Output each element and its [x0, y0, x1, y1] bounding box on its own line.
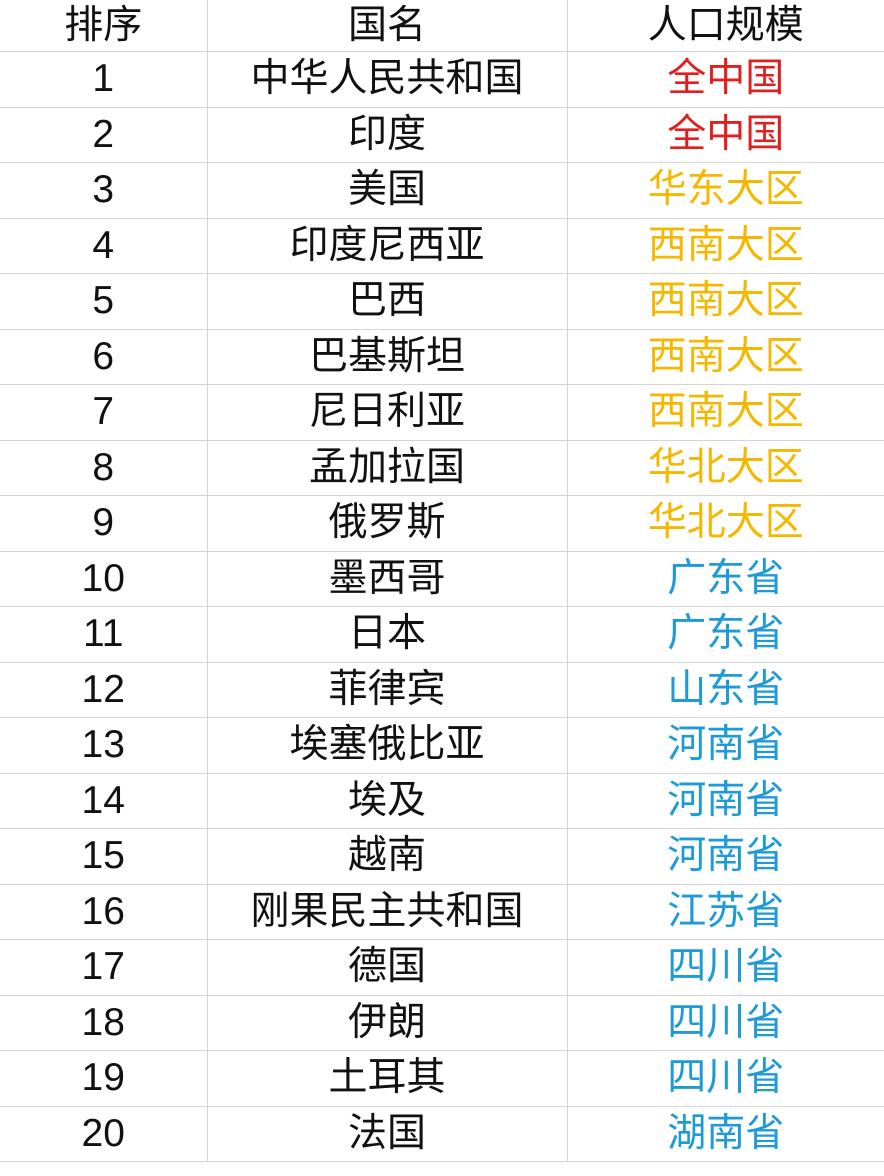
table-row: 1 中华人民共和国 全中国 [0, 51, 884, 108]
scale-cell[interactable]: 四川省 [567, 939, 884, 996]
country-cell[interactable]: 法国 [207, 1106, 568, 1162]
table-row: 2 印度 全中国 [0, 107, 884, 163]
table-row: 8 孟加拉国 华北大区 [0, 440, 884, 496]
table-row: 11 日本 广东省 [0, 606, 884, 663]
rank-cell[interactable]: 3 [0, 162, 208, 219]
rank-cell[interactable]: 4 [0, 218, 208, 274]
rank-cell[interactable]: 16 [0, 884, 208, 940]
scale-cell[interactable]: 湖南省 [567, 1106, 884, 1162]
rank-cell[interactable]: 7 [0, 384, 208, 441]
country-cell[interactable]: 印度尼西亚 [207, 218, 568, 274]
country-cell[interactable]: 俄罗斯 [207, 495, 568, 552]
rank-cell[interactable]: 15 [0, 828, 208, 885]
scale-cell[interactable]: 西南大区 [567, 218, 884, 274]
country-cell[interactable]: 巴基斯坦 [207, 329, 568, 385]
scale-cell[interactable]: 四川省 [567, 995, 884, 1051]
rank-cell[interactable]: 12 [0, 662, 208, 718]
scale-cell[interactable]: 全中国 [567, 51, 884, 108]
country-cell[interactable]: 孟加拉国 [207, 440, 568, 496]
table-row: 16 刚果民主共和国 江苏省 [0, 884, 884, 940]
country-cell[interactable]: 美国 [207, 162, 568, 219]
scale-cell[interactable]: 山东省 [567, 662, 884, 718]
country-cell[interactable]: 埃塞俄比亚 [207, 717, 568, 774]
country-cell[interactable]: 刚果民主共和国 [207, 884, 568, 940]
rank-cell[interactable]: 17 [0, 939, 208, 996]
country-cell[interactable]: 德国 [207, 939, 568, 996]
table-row: 3 美国 华东大区 [0, 162, 884, 219]
scale-cell[interactable]: 华北大区 [567, 495, 884, 552]
country-cell[interactable]: 埃及 [207, 773, 568, 829]
scale-cell[interactable]: 华东大区 [567, 162, 884, 219]
rank-cell[interactable]: 20 [0, 1106, 208, 1162]
rank-cell[interactable]: 2 [0, 107, 208, 163]
country-cell[interactable]: 越南 [207, 828, 568, 885]
rank-cell[interactable]: 8 [0, 440, 208, 496]
table-row: 7 尼日利亚 西南大区 [0, 384, 884, 441]
table-row: 9 俄罗斯 华北大区 [0, 495, 884, 552]
rank-cell[interactable]: 5 [0, 273, 208, 330]
country-cell[interactable]: 印度 [207, 107, 568, 163]
scale-cell[interactable]: 四川省 [567, 1050, 884, 1107]
table-row: 15 越南 河南省 [0, 828, 884, 885]
country-cell[interactable]: 尼日利亚 [207, 384, 568, 441]
scale-cell[interactable]: 西南大区 [567, 384, 884, 441]
country-cell[interactable]: 伊朗 [207, 995, 568, 1051]
country-cell[interactable]: 巴西 [207, 273, 568, 330]
scale-cell[interactable]: 河南省 [567, 828, 884, 885]
scale-cell[interactable]: 西南大区 [567, 273, 884, 330]
header-row: 排序 国名 人口规模 [0, 0, 884, 52]
rank-cell[interactable]: 11 [0, 606, 208, 663]
scale-cell[interactable]: 江苏省 [567, 884, 884, 940]
rank-cell[interactable]: 10 [0, 551, 208, 607]
scale-cell[interactable]: 华北大区 [567, 440, 884, 496]
header-scale[interactable]: 人口规模 [567, 0, 884, 52]
table-row: 20 法国 湖南省 [0, 1106, 884, 1162]
rank-cell[interactable]: 6 [0, 329, 208, 385]
table-row: 17 德国 四川省 [0, 939, 884, 996]
header-country[interactable]: 国名 [207, 0, 568, 52]
rank-cell[interactable]: 9 [0, 495, 208, 552]
rank-cell[interactable]: 14 [0, 773, 208, 829]
scale-cell[interactable]: 河南省 [567, 717, 884, 774]
scale-cell[interactable]: 西南大区 [567, 329, 884, 385]
table-row: 10 墨西哥 广东省 [0, 551, 884, 607]
table-row: 13 埃塞俄比亚 河南省 [0, 717, 884, 774]
rank-cell[interactable]: 19 [0, 1050, 208, 1107]
table-row: 12 菲律宾 山东省 [0, 662, 884, 718]
scale-cell[interactable]: 河南省 [567, 773, 884, 829]
table-row: 14 埃及 河南省 [0, 773, 884, 829]
rank-cell[interactable]: 18 [0, 995, 208, 1051]
country-cell[interactable]: 日本 [207, 606, 568, 663]
country-cell[interactable]: 土耳其 [207, 1050, 568, 1107]
table-row: 5 巴西 西南大区 [0, 273, 884, 330]
header-rank[interactable]: 排序 [0, 0, 208, 52]
rank-cell[interactable]: 1 [0, 51, 208, 108]
country-cell[interactable]: 墨西哥 [207, 551, 568, 607]
table-row: 19 土耳其 四川省 [0, 1050, 884, 1107]
country-cell[interactable]: 中华人民共和国 [207, 51, 568, 108]
table-row: 4 印度尼西亚 西南大区 [0, 218, 884, 274]
table-row: 6 巴基斯坦 西南大区 [0, 329, 884, 385]
scale-cell[interactable]: 广东省 [567, 551, 884, 607]
table-row: 18 伊朗 四川省 [0, 995, 884, 1051]
scale-cell[interactable]: 广东省 [567, 606, 884, 663]
scale-cell[interactable]: 全中国 [567, 107, 884, 163]
rank-cell[interactable]: 13 [0, 717, 208, 774]
country-cell[interactable]: 菲律宾 [207, 662, 568, 718]
